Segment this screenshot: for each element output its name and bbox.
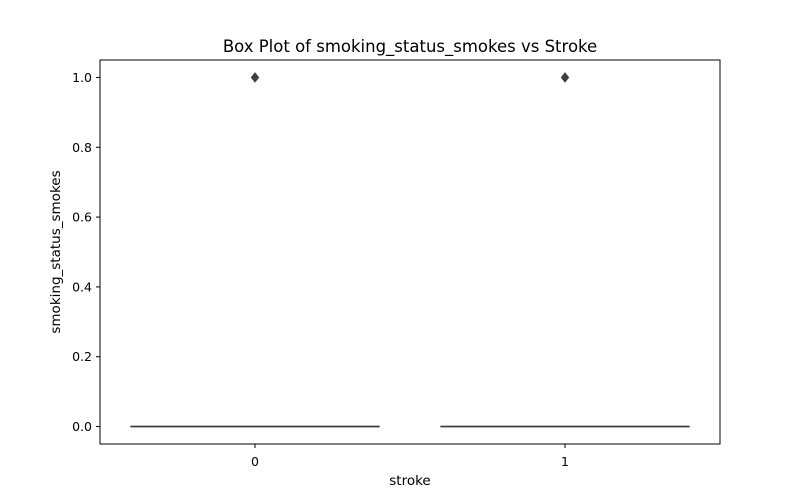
y-tick-label: 0.0 xyxy=(72,419,92,434)
y-tick-label: 0.2 xyxy=(72,349,92,364)
x-tick-label: 1 xyxy=(561,454,569,469)
x-tick-label: 0 xyxy=(251,454,259,469)
axes-frame xyxy=(99,59,721,445)
y-tick-label: 0.8 xyxy=(72,140,92,155)
y-axis: 0.0 0.2 0.4 0.6 0.8 1.0 xyxy=(72,70,100,434)
y-tick-label: 1.0 xyxy=(72,70,92,85)
plot-area xyxy=(130,72,690,428)
box-group-1 xyxy=(440,72,690,428)
outlier-point xyxy=(250,72,260,83)
chart-title: Box Plot of smoking_status_smokes vs Str… xyxy=(223,37,597,57)
y-axis-label: smoking_status_smokes xyxy=(48,170,64,333)
y-tick-label: 0.4 xyxy=(72,279,92,294)
box-group-0 xyxy=(130,72,380,428)
outlier-point xyxy=(560,72,570,83)
y-tick-label: 0.6 xyxy=(72,210,92,225)
x-axis-label: stroke xyxy=(389,473,430,489)
